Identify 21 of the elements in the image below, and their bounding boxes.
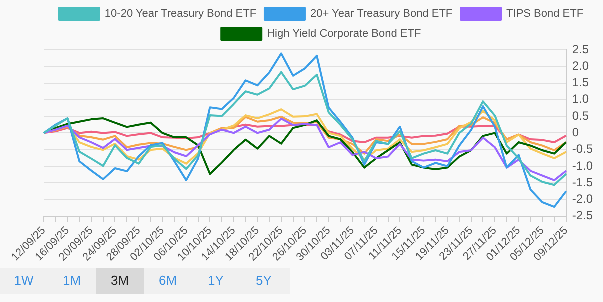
- legend-label: TIPS Bond ETF: [506, 8, 584, 20]
- y-tick-label: 2.5: [572, 42, 590, 56]
- y-tick-label: 2.0: [572, 58, 590, 73]
- legend-label: High Yield Corporate Bond ETF: [267, 28, 422, 40]
- y-tick-label: -2.0: [572, 192, 594, 206]
- y-tick-label: -0.5: [572, 142, 594, 156]
- y-tick-label: -1.0: [572, 158, 594, 173]
- legend-label: 10-20 Year Treasury Bond ETF: [104, 8, 257, 20]
- y-tick-label: -1.5: [572, 175, 594, 190]
- legend-label: 20+ Year Treasury Bond ETF: [310, 8, 453, 20]
- text: 1W: [13, 272, 35, 290]
- text: 1Y: [207, 272, 225, 290]
- text: 3M: [96, 268, 144, 294]
- y-tick-label: 1.0: [572, 92, 590, 106]
- y-tick-label: 0.5: [572, 108, 590, 123]
- y-tick-label: 1.5: [572, 76, 590, 90]
- text: 6M: [158, 272, 178, 290]
- text: 5Y: [255, 272, 273, 290]
- y-tick-label: -2.5: [572, 208, 594, 223]
- text: 1M: [62, 272, 82, 290]
- y-tick-label: 0: [572, 126, 580, 140]
